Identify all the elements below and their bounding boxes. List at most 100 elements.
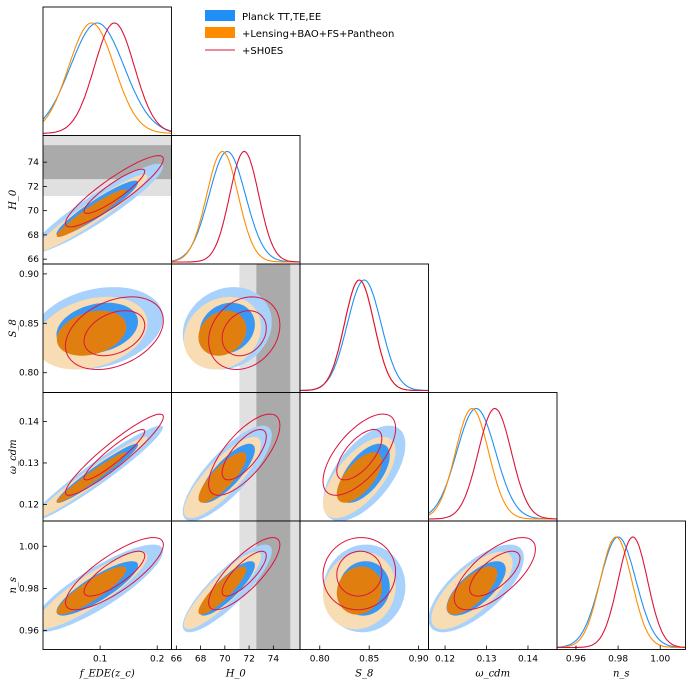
y-tick-label-ns: 1.00	[19, 542, 39, 552]
y-tick-label-S8: 0.90	[19, 270, 39, 280]
y-axis-label-H0: H_0	[8, 189, 19, 211]
y-tick-label-S8: 0.85	[19, 319, 39, 329]
y-tick-label-H0: 72	[28, 182, 39, 192]
y-tick-label-ns: 0.96	[19, 627, 39, 637]
contour-1sigma-series-3	[83, 310, 146, 357]
panel-ns-ns: 0.96 0.98 1.00 n_s	[556, 520, 686, 680]
y-tick-label-H0: 70	[28, 207, 40, 217]
contour-2sigma-series-3	[64, 296, 164, 371]
x-tick-label-H0: 72	[243, 655, 254, 665]
panel-S8-S8-contents	[300, 279, 429, 392]
x-tick-label-wcdm: 0.12	[435, 655, 455, 665]
legend: Planck TT,TE,EE +Lensing+BAO+FS+Pantheon…	[205, 10, 394, 57]
panel-S8-S8	[299, 263, 429, 393]
contour-2sigma-series-3	[208, 537, 281, 611]
y-tick-label-wcdm: 0.12	[19, 500, 39, 510]
marginal-curve-H0-2	[171, 150, 300, 263]
y-tick-label-ns: 0.98	[19, 584, 39, 594]
y-tick-label-S8: 0.80	[19, 369, 39, 379]
x-tick-label-H0: 74	[268, 655, 280, 665]
y-tick-label-H0: 74	[28, 158, 40, 168]
panel-frame	[556, 520, 686, 650]
contour-1sigma-series-3	[83, 168, 146, 214]
panel-H0-H0	[171, 135, 301, 265]
contour-2sigma-series-3	[208, 296, 281, 371]
marginal-curve-S8-3	[300, 279, 429, 392]
panel-wcdm-ns: 0.12 0.13 0.14 ω_cdm	[428, 520, 558, 680]
x-axis-label-wcdm: ω_cdm	[475, 669, 510, 680]
marginal-curve-ns-1	[557, 536, 686, 648]
panel-S8-ns-contents	[322, 537, 406, 633]
contour-1sigma-series-3	[221, 428, 267, 481]
y-axis-label-wcdm: ω_cdm	[8, 439, 19, 474]
panel-wcdm-wcdm-contents	[428, 407, 557, 520]
panel-frame	[428, 392, 558, 522]
marginal-curve-H0-3	[171, 150, 300, 263]
x-tick-label-H0: 68	[195, 655, 207, 665]
panel-f-f	[42, 6, 172, 136]
marginal-curve-S8-2	[300, 279, 429, 392]
contour-1sigma-series-2	[336, 452, 382, 503]
contour-2sigma-series-3	[65, 155, 164, 228]
legend-swatch-lensing	[205, 27, 235, 38]
contour-2sigma-series-3	[64, 537, 164, 611]
legend-label-planck: Planck TT,TE,EE	[242, 12, 321, 23]
x-tick-label-H0: 70	[219, 655, 231, 665]
contour-2sigma-series-3	[322, 413, 397, 496]
legend-label-lensing: +Lensing+BAO+FS+Pantheon	[242, 29, 394, 40]
panel-H0-wcdm-contents	[182, 392, 300, 521]
marginal-curve-f-3	[43, 22, 172, 134]
marginal-curve-wcdm-2	[428, 407, 557, 520]
panel-f-wcdm: 0.12 0.13 0.14 ω_cdm	[8, 392, 172, 522]
contour-1sigma-series-2	[56, 452, 127, 503]
contour-1sigma-series-2	[446, 566, 498, 615]
panel-frame	[171, 135, 301, 265]
x-axis-label-f: f_EDE(z_c)	[79, 669, 135, 680]
panel-S8-wcdm-contents	[322, 413, 406, 521]
x-tick-label-ns: 1.00	[650, 655, 670, 665]
x-tick-label-ns: 0.96	[566, 655, 586, 665]
contour-2sigma-series-3	[64, 413, 164, 496]
y-tick-label-wcdm: 0.13	[19, 459, 39, 469]
x-tick-label-S8: 0.80	[310, 655, 330, 665]
panel-f-S8-contents	[43, 287, 164, 371]
contour-1sigma-series-3	[83, 550, 146, 597]
x-tick-label-f: 0.2	[150, 655, 164, 665]
panel-f-ns: 0.96 0.98 1.00 n_s 0.1 0.2 f_EDE(z_c)	[8, 520, 172, 680]
x-axis-label-H0: H_0	[225, 669, 247, 680]
contour-1sigma-series-2	[336, 566, 382, 615]
contour-1sigma-series-2	[198, 452, 247, 503]
contour-1sigma-series-2	[56, 566, 127, 615]
x-tick-label-S8: 0.85	[359, 655, 379, 665]
marginal-curve-S8-1	[300, 279, 429, 391]
x-tick-label-S8: 0.90	[409, 655, 429, 665]
panel-f-S8: 0.80 0.85 0.90 S_8	[8, 263, 172, 393]
panel-H0-ns-contents	[182, 521, 300, 650]
y-axis-label-ns: n_s	[8, 577, 19, 594]
contour-1sigma-series-3	[221, 550, 267, 597]
y-tick-label-H0: 68	[28, 231, 40, 241]
y-tick-label-wcdm: 0.14	[19, 418, 39, 428]
marginal-curve-ns-3	[557, 536, 686, 649]
panel-H0-S8	[171, 263, 301, 393]
contour-2sigma-series-3	[322, 537, 397, 611]
x-tick-label-H0: 66	[171, 655, 183, 665]
contour-2sigma-series-3	[453, 537, 536, 611]
marginal-curve-f-2	[43, 22, 172, 134]
x-axis-label-S8: S_8	[355, 669, 373, 680]
panel-f-wcdm-contents	[43, 413, 164, 519]
x-axis-label-ns: n_s	[613, 669, 630, 680]
panel-S8-ns: 0.80 0.85 0.90 S_8	[299, 520, 429, 680]
x-tick-label-f: 0.1	[93, 655, 107, 665]
contour-1sigma-series-3	[83, 428, 146, 481]
panel-frame	[42, 6, 172, 136]
marginal-curve-ns-2	[557, 536, 686, 649]
marginal-curve-wcdm-1	[428, 407, 557, 520]
panel-ns-ns-contents	[557, 536, 686, 649]
panel-H0-H0-contents	[171, 150, 300, 263]
panel-H0-ns: 66 68 70 72 74 H_0	[171, 520, 301, 680]
panel-wcdm-wcdm	[428, 392, 558, 522]
x-tick-label-wcdm: 0.14	[518, 655, 538, 665]
panel-f-ns-contents	[43, 537, 164, 633]
